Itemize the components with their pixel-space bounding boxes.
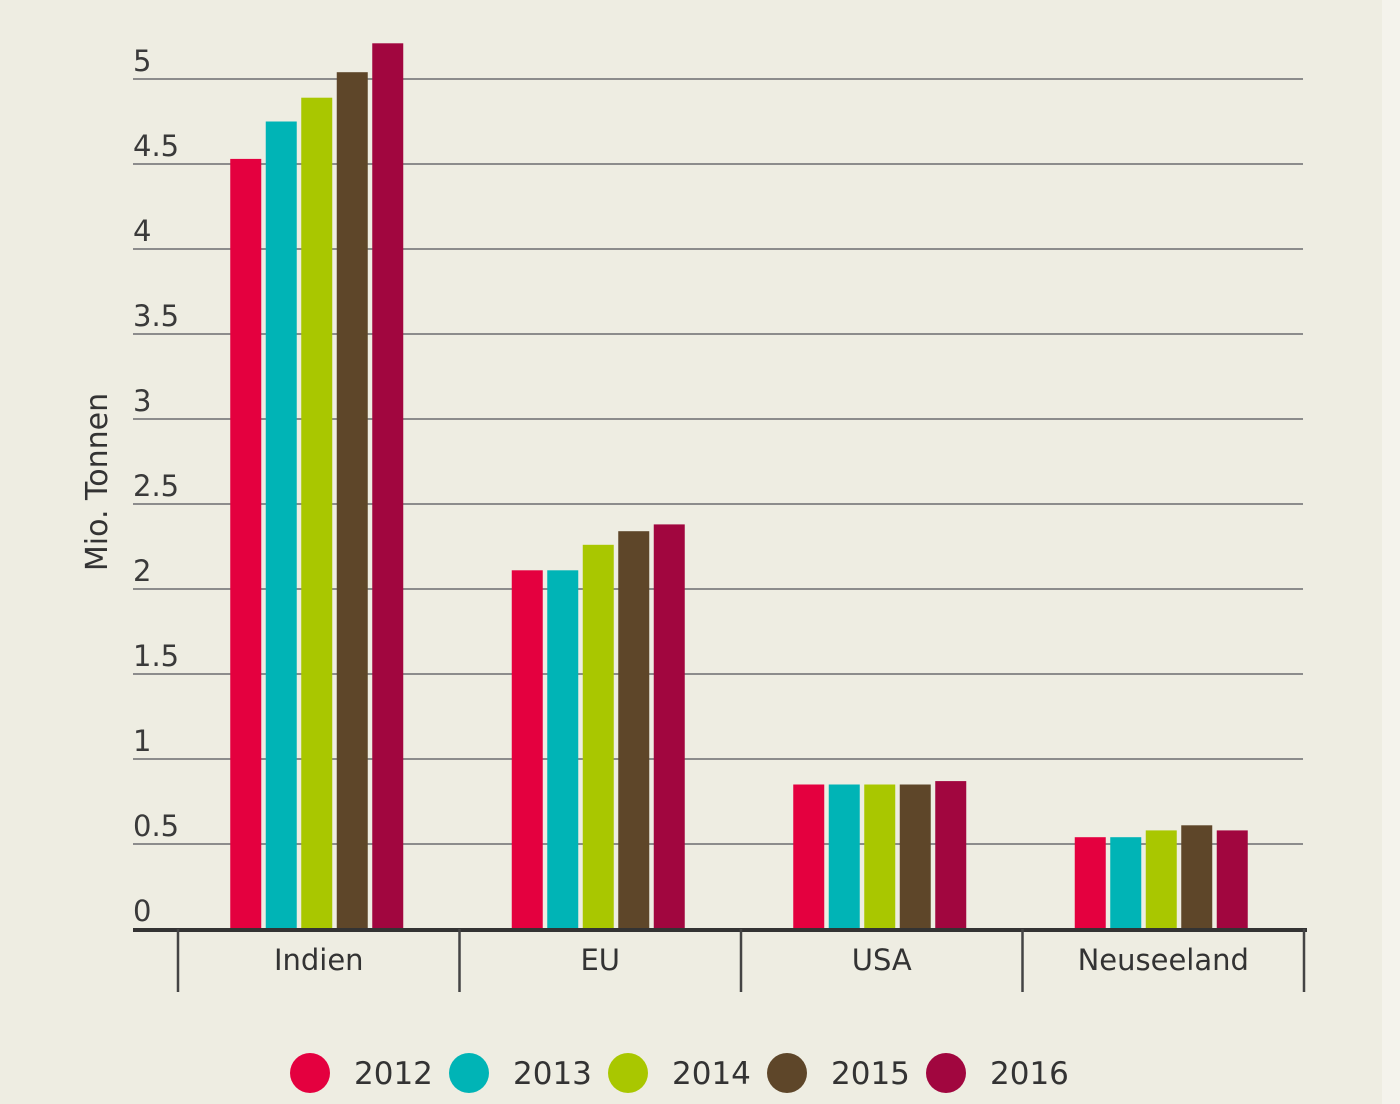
bar-usa-2015 — [899, 784, 931, 929]
legend-swatch-2013 — [449, 1053, 489, 1093]
y-axis-label: Mio. Tonnen — [80, 393, 115, 571]
bar-eu-2012 — [511, 570, 543, 929]
bar-eu-2016 — [653, 524, 685, 929]
legend-swatch-2015 — [767, 1053, 807, 1093]
legend-label-2016: 2016 — [990, 1056, 1069, 1092]
bar-neuseeland-2015 — [1181, 825, 1213, 929]
page-edge — [1382, 0, 1400, 1104]
y-tick-label: 0 — [133, 894, 151, 928]
y-tick-label: 2 — [133, 554, 151, 588]
x-tick-label: USA — [852, 943, 912, 977]
bar-indien-2015 — [336, 72, 368, 929]
bar-indien-2014 — [301, 97, 333, 929]
y-tick-labels: 0 0.5 1 1.5 2 2.5 3 3.5 4 4.5 5 — [133, 44, 179, 928]
x-axis: Indien EU USA Neuseeland — [133, 928, 1307, 992]
y-tick-label: 1 — [133, 724, 151, 758]
y-tick-label: 2.5 — [133, 469, 179, 503]
legend-swatch-2012 — [290, 1053, 330, 1093]
bar-usa-2013 — [828, 784, 860, 929]
bar-usa-2012 — [793, 784, 825, 929]
bar-eu-2014 — [582, 544, 614, 929]
bar-usa-2016 — [935, 781, 967, 929]
bar-indien-2016 — [372, 43, 404, 930]
bars — [230, 43, 1248, 930]
legend-label-2014: 2014 — [672, 1056, 751, 1092]
bar-indien-2013 — [265, 121, 297, 929]
legend-swatch-2016 — [926, 1053, 966, 1093]
y-tick-label: 3 — [133, 384, 151, 418]
x-tick-label: EU — [580, 943, 620, 977]
bar-usa-2014 — [864, 784, 896, 929]
y-tick-label: 4.5 — [133, 129, 179, 163]
y-tick-label: 5 — [133, 44, 151, 78]
legend-swatch-2014 — [608, 1053, 648, 1093]
y-tick-label: 1.5 — [133, 639, 179, 673]
x-tick-label: Neuseeland — [1078, 943, 1249, 977]
legend: 2012 2013 2014 2015 2016 — [290, 1053, 1069, 1093]
bar-eu-2013 — [547, 570, 579, 929]
y-tick-label: 3.5 — [133, 299, 179, 333]
legend-label-2015: 2015 — [831, 1056, 910, 1092]
bar-neuseeland-2016 — [1216, 830, 1248, 929]
y-tick-label: 4 — [133, 214, 151, 248]
legend-label-2013: 2013 — [513, 1056, 592, 1092]
y-tick-label: 0.5 — [133, 809, 179, 843]
bar-indien-2012 — [230, 158, 262, 929]
legend-label-2012: 2012 — [354, 1056, 433, 1092]
bar-neuseeland-2012 — [1074, 837, 1106, 929]
x-tick-label: Indien — [274, 943, 364, 977]
bar-eu-2015 — [618, 531, 650, 929]
bar-neuseeland-2013 — [1110, 837, 1142, 929]
bar-neuseeland-2014 — [1145, 830, 1177, 929]
